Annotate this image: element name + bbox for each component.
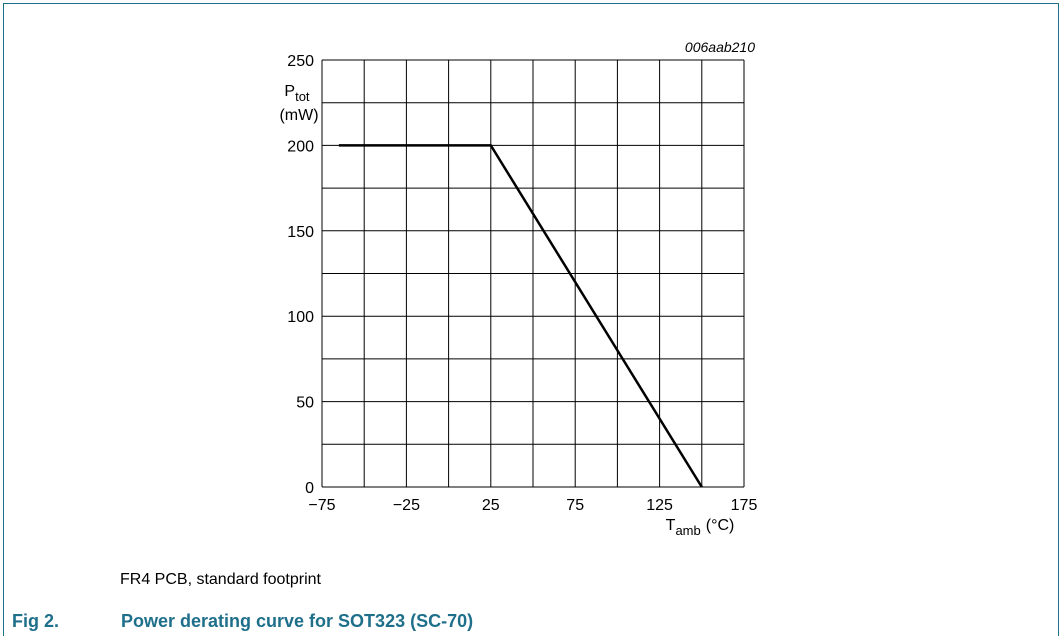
y-axis-ticks: 0 50 100 150 200 250 bbox=[287, 53, 314, 497]
y-axis-label-symbol: Ptot bbox=[284, 83, 310, 104]
y-tick-label: 150 bbox=[287, 224, 314, 241]
y-tick-label: 0 bbox=[305, 480, 314, 497]
x-tick-label: 75 bbox=[566, 497, 584, 514]
figure-caption-number: Fig 2. bbox=[12, 611, 60, 631]
y-tick-label: 100 bbox=[287, 309, 314, 326]
x-tick-label: −75 bbox=[308, 497, 335, 514]
series-line bbox=[338, 144, 703, 488]
x-axis-ticks: −75 −25 25 75 125 175 bbox=[308, 497, 757, 514]
figure-note: FR4 PCB, standard footprint bbox=[120, 571, 321, 588]
x-tick-label: 25 bbox=[482, 497, 500, 514]
y-tick-label: 50 bbox=[296, 395, 314, 412]
x-axis-label: Tamb (°C) bbox=[666, 517, 735, 538]
chart-grid bbox=[321, 59, 745, 488]
x-tick-label: 175 bbox=[731, 497, 758, 514]
chart-series bbox=[338, 144, 703, 488]
figure-caption-title: Power derating curve for SOT323 (SC-70) bbox=[121, 611, 474, 631]
y-axis-label-unit: (mW) bbox=[279, 107, 318, 124]
x-tick-label: −25 bbox=[393, 497, 420, 514]
figure-code: 006aab210 bbox=[685, 39, 755, 55]
y-tick-label: 250 bbox=[287, 53, 314, 70]
x-tick-label: 125 bbox=[646, 497, 673, 514]
figure-frame bbox=[3, 3, 1059, 636]
y-tick-label: 200 bbox=[287, 138, 314, 155]
